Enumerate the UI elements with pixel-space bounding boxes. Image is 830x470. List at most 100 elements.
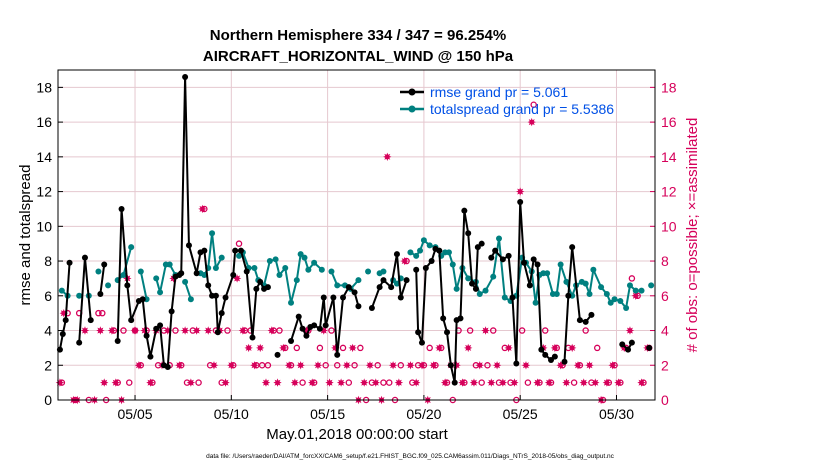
totalspread-point [496, 235, 503, 242]
obs-assimilated-point [273, 378, 282, 387]
totalspread-line-segment [546, 272, 554, 295]
rmse-point [128, 317, 135, 324]
rmse-point [322, 322, 329, 329]
obs-possible-point [264, 362, 272, 369]
totalspread-point [251, 265, 258, 271]
obs-assimilated-point [533, 378, 542, 387]
obs-possible-point [466, 327, 474, 334]
obs-possible-point [322, 362, 329, 369]
plot-frame [57, 69, 656, 401]
obs-possible-point [95, 309, 102, 317]
totalspread-point [218, 254, 225, 261]
totalspread-point [582, 280, 589, 287]
totalspread-point [209, 230, 216, 237]
rmse-point [355, 303, 362, 310]
rmse-point [182, 73, 189, 80]
y-axis-label: rmse and totalspread [17, 165, 34, 306]
rmse-point [492, 247, 499, 254]
rmse-point [499, 256, 506, 263]
rmse-point [488, 254, 495, 261]
totalspread-line-segment [588, 269, 595, 295]
totalspread-line-segment [492, 238, 500, 277]
obs-possible-point [524, 379, 532, 386]
totalspread-point [76, 292, 83, 299]
totalspread-point [453, 285, 460, 292]
obs-assimilated-point [475, 361, 484, 370]
rmse-line-segment [126, 285, 133, 321]
x-tick-label: 05/05 [118, 406, 153, 422]
obs-assimilated-point [204, 326, 213, 335]
obs-possible-point [530, 101, 537, 108]
totalspread-line-segment [139, 271, 148, 300]
rmse-line-segment [149, 328, 158, 357]
y2-tick-label: 0 [661, 392, 669, 408]
obs-possible-point [374, 362, 381, 369]
rmse-point [168, 308, 175, 315]
rmse-point [153, 325, 160, 332]
totalspread-point [276, 271, 283, 278]
rmse-line-segment [463, 210, 470, 234]
obs-assimilated-point [544, 378, 554, 387]
rmse-point [461, 207, 468, 214]
totalspread-point [301, 254, 308, 261]
tick-layer: 05/05 05/10 05/15 05/20 05/25 05/30 0 2 4 6 8 10 12 1… [36, 79, 676, 422]
rmse-point [548, 357, 555, 364]
rmse-line-segment [571, 247, 581, 321]
rmse-line-segment [567, 247, 574, 296]
obs-possible-point [299, 379, 306, 386]
rmse-point [295, 313, 302, 320]
obs-possible-point [357, 344, 364, 352]
rmse-line-segment [166, 311, 173, 368]
rmse-line-segment [141, 299, 148, 336]
rmse-point [205, 282, 212, 289]
rmse-point [440, 315, 447, 322]
rmse-point [334, 351, 341, 358]
obs-assimilated-point [180, 326, 190, 335]
rmse-point [565, 292, 572, 299]
obs-assimilated-point [308, 378, 317, 387]
totalspread-point [598, 284, 605, 291]
obs-assimilated-point [146, 378, 155, 387]
totalspread-point [282, 265, 289, 271]
rmse-point [505, 252, 512, 259]
obs-assimilated-point [313, 361, 323, 370]
totalspread-point [328, 268, 335, 275]
totalspread-point [407, 249, 414, 256]
rmse-point [212, 292, 219, 299]
rmse-line-segment [474, 247, 479, 289]
rmse-point [232, 247, 239, 254]
rmse-point [368, 304, 375, 311]
obs-assimilated-point [579, 378, 588, 387]
rmse-point [114, 337, 121, 344]
totalspread-point [272, 256, 279, 263]
totalspread-point [95, 268, 102, 275]
totalspread-point [638, 287, 645, 294]
rmse-line-segment [232, 250, 237, 276]
obs-assimilated-point [186, 378, 196, 387]
rmse-point [376, 284, 383, 291]
totalspread-line-segment [159, 264, 167, 293]
rmse-point [447, 362, 454, 369]
rmse-line-segment [116, 208, 123, 341]
totalspread-line-segment [290, 279, 298, 303]
rmse-line-segment [523, 262, 531, 286]
totalspread-point [380, 268, 387, 275]
obs-assimilated-point [417, 361, 427, 370]
rmse-point [478, 240, 485, 247]
rmse-point [619, 341, 626, 348]
rmse-point [230, 271, 237, 278]
totalspread-line-segment [625, 285, 631, 309]
totalspread-line-segment [263, 260, 271, 286]
obs-possible-point [518, 327, 526, 334]
rmse-line-segment [395, 254, 402, 298]
rmse-point [469, 280, 476, 287]
totalspread-point [305, 266, 312, 273]
rmse-point [526, 282, 533, 289]
rmse-point [422, 265, 429, 271]
totalspread-point [137, 268, 144, 275]
rmse-line-segment [390, 253, 398, 288]
rmse-point [81, 254, 88, 261]
totalspread-point [212, 265, 219, 271]
rmse-point [444, 329, 451, 336]
